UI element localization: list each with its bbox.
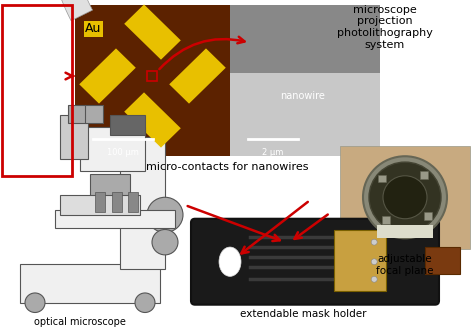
- Circle shape: [371, 239, 377, 245]
- Bar: [20, 264, 160, 303]
- Bar: [424, 212, 432, 220]
- Bar: [80, 127, 145, 171]
- Polygon shape: [79, 49, 136, 104]
- Bar: [112, 193, 122, 212]
- Polygon shape: [124, 92, 181, 148]
- Bar: [55, 210, 175, 228]
- Text: optical microscope: optical microscope: [34, 318, 126, 327]
- Circle shape: [371, 259, 377, 265]
- Bar: [60, 195, 140, 215]
- Circle shape: [25, 293, 45, 313]
- Bar: [128, 193, 138, 212]
- Bar: [120, 137, 165, 269]
- Text: extendable mask holder: extendable mask holder: [240, 309, 366, 318]
- Ellipse shape: [219, 247, 241, 277]
- Circle shape: [135, 293, 155, 313]
- Text: adjustable
focal plane: adjustable focal plane: [376, 254, 434, 276]
- Polygon shape: [124, 5, 181, 60]
- Text: nanowire: nanowire: [280, 91, 325, 101]
- Bar: [377, 225, 433, 238]
- Bar: [95, 193, 105, 212]
- Bar: [110, 115, 145, 135]
- Text: 100 μm: 100 μm: [107, 149, 139, 157]
- Bar: [230, 5, 380, 73]
- Circle shape: [363, 156, 447, 238]
- Circle shape: [371, 277, 377, 282]
- FancyBboxPatch shape: [191, 219, 439, 305]
- Bar: [147, 71, 157, 81]
- Bar: [420, 171, 428, 179]
- Polygon shape: [48, 0, 174, 21]
- Bar: [60, 115, 88, 159]
- Bar: [334, 231, 386, 291]
- Bar: [378, 174, 386, 182]
- Text: Au: Au: [85, 22, 101, 35]
- Bar: [2, 5, 72, 176]
- Polygon shape: [169, 49, 226, 104]
- Text: microscope
projection
photolithography
system: microscope projection photolithography s…: [337, 5, 433, 50]
- Bar: [75, 5, 230, 156]
- Bar: [425, 247, 460, 275]
- Circle shape: [369, 162, 441, 233]
- Circle shape: [147, 197, 183, 233]
- Bar: [340, 147, 470, 249]
- Bar: [68, 106, 86, 123]
- Text: micro-contacts for nanowires: micro-contacts for nanowires: [146, 162, 309, 172]
- Text: 2 μm: 2 μm: [262, 149, 283, 157]
- Bar: [230, 5, 380, 156]
- Circle shape: [152, 230, 178, 255]
- Bar: [90, 174, 130, 198]
- Bar: [85, 106, 103, 123]
- Bar: [382, 216, 390, 224]
- Circle shape: [383, 176, 427, 219]
